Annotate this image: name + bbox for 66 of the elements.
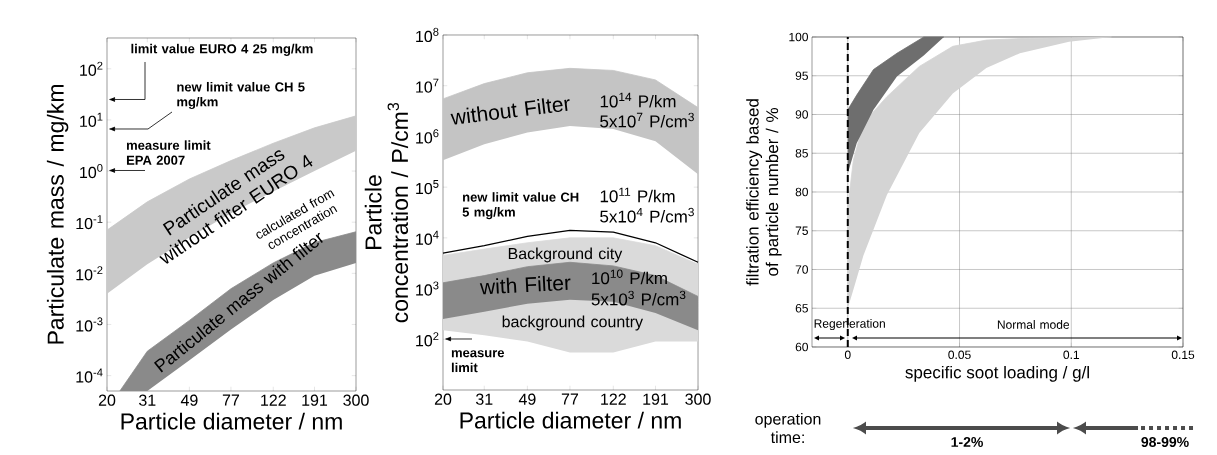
y-tick-label: 10$^{-4}$	[76, 368, 103, 383]
y-tick-label: 10$^{5}$	[416, 180, 439, 195]
annotation: measure limit	[451, 350, 505, 373]
annotation: Background city	[508, 247, 623, 263]
x-tick-label: 77	[561, 393, 579, 405]
x-axis-title: specific soot loading / g/l	[905, 365, 1089, 382]
x-tick-label: 300	[685, 393, 711, 405]
x-tick-label: 0.05	[948, 350, 971, 360]
annotation: new limit value CH 5 mg/km	[177, 81, 305, 110]
y-tick-label: 10$^{-1}$	[76, 215, 103, 230]
y-tick-label: 10$^{8}$	[416, 27, 439, 43]
y-tick-label: 10$^{-3}$	[76, 317, 103, 332]
legend-label: with Filter	[479, 275, 571, 295]
annotation: 10$^{11}$ P/km	[600, 187, 675, 203]
y-tick-label: 95	[795, 71, 808, 80]
annotation: measure limit EPA 2007	[126, 140, 211, 165]
x-tick-label: 49	[518, 393, 536, 405]
y-tick-label: 10$^{1}$	[80, 112, 103, 127]
annotation: background country	[502, 315, 643, 331]
y-tick-label: 10$^{2}$	[416, 332, 439, 347]
y-tick-label: 10$^{4}$	[416, 230, 439, 245]
y-tick-label: 70	[795, 265, 809, 274]
x-tick-label: 20	[434, 393, 452, 405]
text: operation time:	[755, 412, 821, 444]
text: without Filter	[450, 98, 570, 125]
x-tick-label: 31	[139, 394, 156, 406]
y-tick-label: 80	[795, 187, 809, 197]
y-tick-label: 90	[795, 110, 809, 119]
y-tick-label: 10$^{0}$	[80, 163, 103, 179]
x-tick-label: 122	[261, 394, 286, 406]
y-tick-label: 75	[795, 226, 808, 235]
annotation: 5x10$^{4}$ P/cm$^{3}$	[600, 207, 694, 223]
annotation: 5x10$^{7}$ P/cm$^{3}$	[600, 112, 694, 128]
x-tick-label: 122	[601, 393, 626, 405]
series-label: new limit value CH 5 mg/km	[462, 192, 579, 220]
y-tick-label: 10$^{7}$	[416, 78, 439, 93]
x-tick-label: 300	[343, 394, 369, 406]
x-tick-label: 191	[302, 394, 328, 406]
x-tick-label: 191	[643, 393, 669, 405]
x-axis-title: Particle diameter / nm	[460, 411, 681, 429]
x-tick-label: 0.1	[1063, 350, 1080, 360]
y-tick-label: 100	[789, 32, 809, 42]
y-axis-title: Particulate mass / mg/km	[46, 85, 69, 344]
annotation: Regeneration	[814, 318, 885, 331]
annotation: 10$^{14}$ P/km	[600, 92, 676, 108]
y-tick-label: 65	[795, 304, 808, 313]
y-tick-label: 10$^{2}$	[80, 61, 103, 76]
y-tick-label: 60	[795, 342, 809, 352]
x-tick-label: 31	[475, 393, 493, 405]
y-tick-label: 10$^{-2}$	[76, 266, 103, 281]
y-axis-title: filtration efficiency based of particle number / %	[746, 99, 782, 286]
y-tick-label: 10$^{6}$	[416, 129, 439, 144]
x-tick-label: 20	[98, 394, 116, 406]
y-tick-label: 85	[795, 149, 808, 158]
annotation: limit value EURO 4 25 mg/km	[131, 43, 313, 56]
text: 98-99%	[1141, 437, 1189, 447]
y-tick-label: 10$^{3}$	[416, 281, 439, 296]
annotation: Normal mode	[997, 320, 1070, 329]
x-axis-title: Particle diameter / nm	[121, 412, 342, 430]
y-axis-title: Particle concentration / P/cm$^{3}$	[364, 102, 409, 323]
annotation: 10$^{10}$ P/km	[592, 269, 667, 285]
x-tick-label: 77	[222, 394, 240, 406]
x-tick-label: 0.15	[1171, 350, 1195, 360]
x-tick-label: 0	[844, 350, 851, 360]
x-tick-label: 49	[180, 394, 198, 406]
text: 1-2%	[951, 437, 983, 447]
